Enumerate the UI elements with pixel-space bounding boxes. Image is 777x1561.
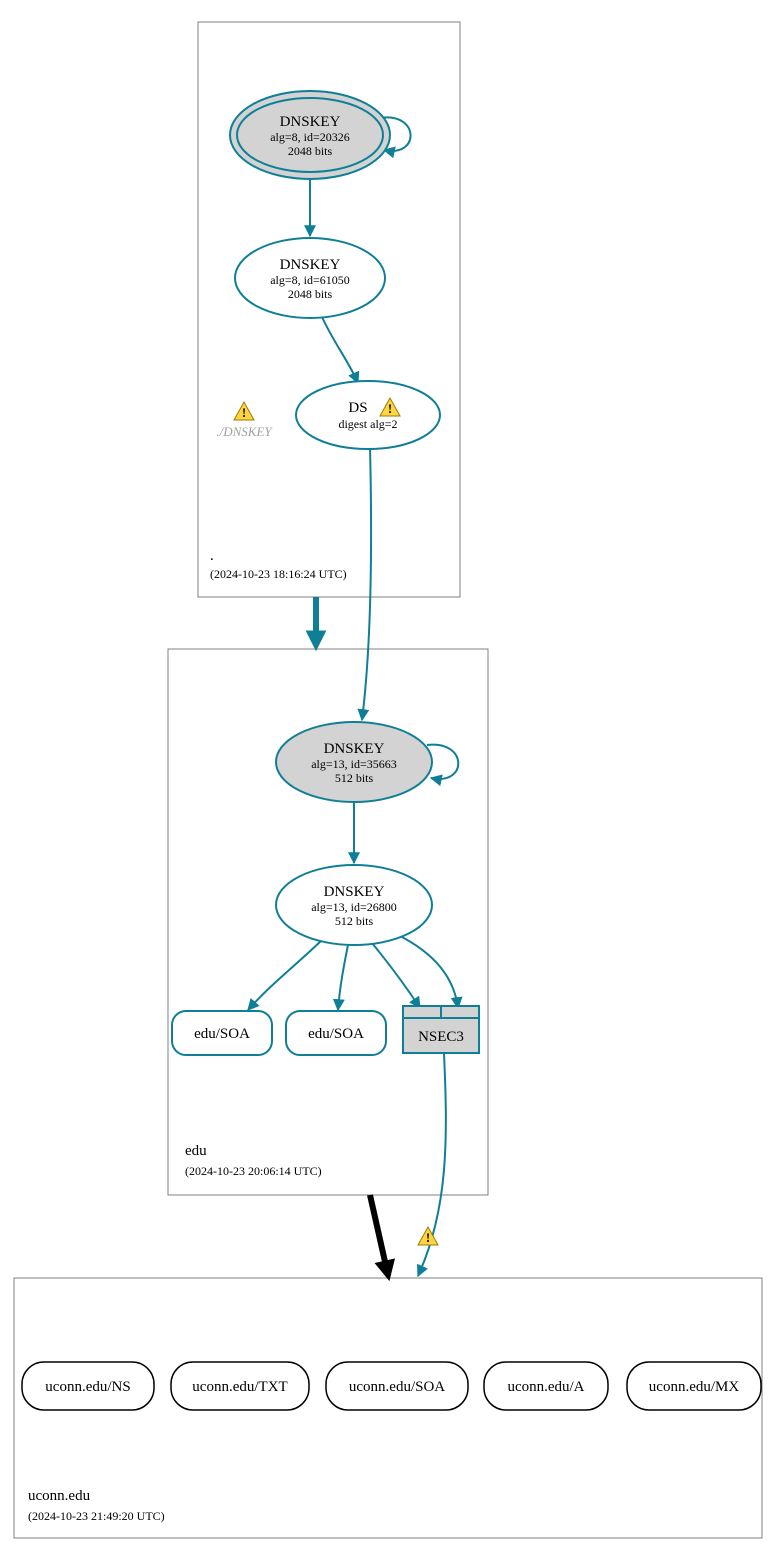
node-title: DNSKEY xyxy=(324,884,385,900)
node-title: DNSKEY xyxy=(280,257,341,273)
node-edu-soa-2: edu/SOA xyxy=(286,1011,386,1055)
svg-text:!: ! xyxy=(426,1230,430,1245)
edge-edu-to-uconn xyxy=(370,1195,388,1275)
dnssec-diagram: . (2024-10-23 18:16:24 UTC) edu (2024-10… xyxy=(0,0,777,1561)
edge-edu-zsk-to-soa2 xyxy=(338,945,348,1010)
edge-edu-zsk-to-nsec3-b xyxy=(398,935,458,1008)
node-label: uconn.edu/SOA xyxy=(349,1379,445,1395)
node-title: DNSKEY xyxy=(324,741,385,757)
node-root-ksk: DNSKEY alg=8, id=20326 2048 bits xyxy=(230,91,390,179)
node-edu-soa-1: edu/SOA xyxy=(172,1011,272,1055)
zone-edu-label: edu xyxy=(185,1143,207,1159)
node-uconn-txt: uconn.edu/TXT xyxy=(171,1362,309,1410)
node-root-ds: DS ! digest alg=2 xyxy=(296,381,440,449)
node-uconn-a: uconn.edu/A xyxy=(484,1362,608,1410)
node-sub1: alg=8, id=20326 xyxy=(270,130,350,144)
node-sub2: 2048 bits xyxy=(288,287,333,301)
node-label: uconn.edu/A xyxy=(507,1379,584,1395)
svg-text:!: ! xyxy=(388,401,392,416)
node-label: edu/SOA xyxy=(194,1026,250,1042)
node-title: DS xyxy=(348,400,367,416)
node-root-zsk: DNSKEY alg=8, id=61050 2048 bits xyxy=(235,238,385,318)
node-label: uconn.edu/NS xyxy=(45,1379,130,1395)
node-sub1: alg=13, id=35663 xyxy=(311,757,397,771)
zone-uconn-label: uconn.edu xyxy=(28,1488,91,1504)
edge-edu-zsk-to-soa1 xyxy=(248,940,322,1010)
edge-ds-to-edu-ksk xyxy=(362,447,371,720)
node-label: edu/SOA xyxy=(308,1026,364,1042)
node-sub2: 512 bits xyxy=(335,914,374,928)
node-root-neg-dnskey: ! ./DNSKEY xyxy=(216,402,273,439)
node-label: uconn.edu/MX xyxy=(649,1379,740,1395)
node-edu-zsk: DNSKEY alg=13, id=26800 512 bits xyxy=(276,865,432,945)
node-edu-nsec3: NSEC3 xyxy=(403,1006,479,1053)
zone-root-label: . xyxy=(210,548,214,564)
svg-text:!: ! xyxy=(242,405,246,420)
node-label: ./DNSKEY xyxy=(216,424,273,439)
node-label: uconn.edu/TXT xyxy=(192,1379,287,1395)
node-sub1: alg=8, id=61050 xyxy=(270,273,350,287)
zone-edu-timestamp: (2024-10-23 20:06:14 UTC) xyxy=(185,1164,322,1178)
edge-edu-zsk-to-nsec3-a xyxy=(372,943,420,1008)
zone-uconn-timestamp: (2024-10-23 21:49:20 UTC) xyxy=(28,1509,165,1523)
node-sub1: digest alg=2 xyxy=(338,417,397,431)
node-uconn-ns: uconn.edu/NS xyxy=(22,1362,154,1410)
node-label: NSEC3 xyxy=(418,1029,464,1045)
node-sub2: 2048 bits xyxy=(288,144,333,158)
node-edu-ksk: DNSKEY alg=13, id=35663 512 bits xyxy=(276,722,432,802)
node-uconn-mx: uconn.edu/MX xyxy=(627,1362,761,1410)
edge-root-zsk-to-ds xyxy=(322,317,358,383)
node-sub1: alg=13, id=26800 xyxy=(311,900,397,914)
node-uconn-soa: uconn.edu/SOA xyxy=(326,1362,468,1410)
node-title: DNSKEY xyxy=(280,114,341,130)
node-sub2: 512 bits xyxy=(335,771,374,785)
zone-root-timestamp: (2024-10-23 18:16:24 UTC) xyxy=(210,567,347,581)
